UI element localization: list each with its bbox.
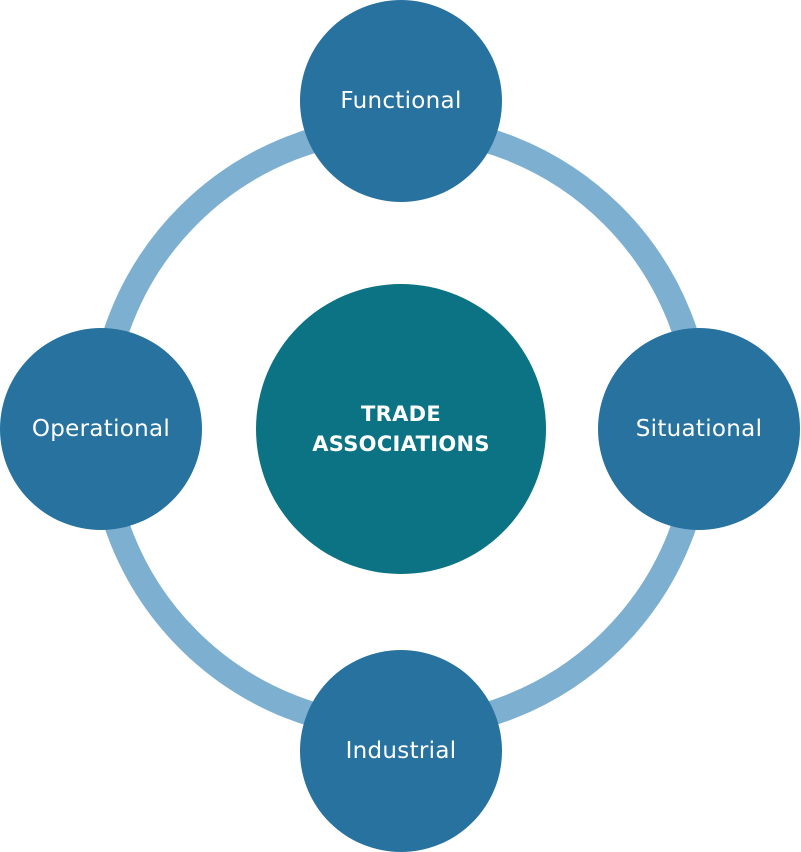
node-label-operational: Operational	[31, 416, 171, 442]
node-label-situational: Situational	[635, 416, 763, 442]
node-industrial: Industrial	[300, 650, 502, 852]
node-situational: Situational	[598, 328, 800, 530]
node-label-functional: Functional	[340, 88, 462, 114]
node-functional: Functional	[300, 0, 502, 202]
node-label-industrial: Industrial	[345, 738, 457, 764]
center-label-line1: TRADE	[360, 402, 442, 426]
center-label-line2: ASSOCIATIONS	[312, 432, 490, 456]
node-operational: Operational	[0, 328, 202, 530]
center-node-trade-associations: TRADE ASSOCIATIONS	[256, 284, 546, 574]
